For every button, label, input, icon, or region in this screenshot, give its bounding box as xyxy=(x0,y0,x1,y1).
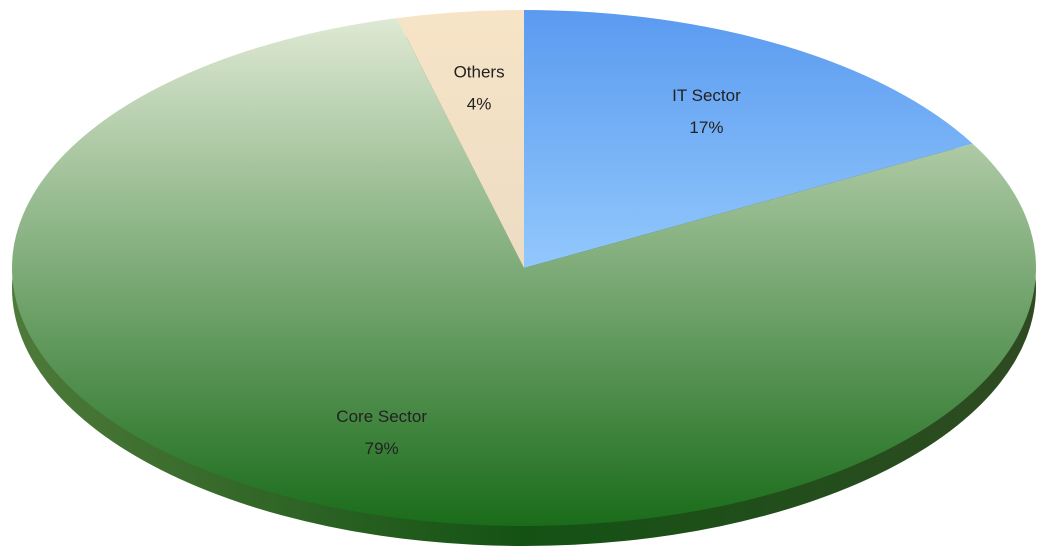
slice-value-label: 79% xyxy=(365,439,399,458)
slice-label: Others xyxy=(454,62,505,81)
pie-slice xyxy=(396,10,524,268)
slice-value-label: 17% xyxy=(689,118,723,137)
pie-slice xyxy=(524,10,973,268)
slice-label: Core Sector xyxy=(336,407,427,426)
slice-value-label: 4% xyxy=(467,94,492,113)
pie-slice xyxy=(11,18,1036,527)
slice-label: IT Sector xyxy=(672,86,741,105)
